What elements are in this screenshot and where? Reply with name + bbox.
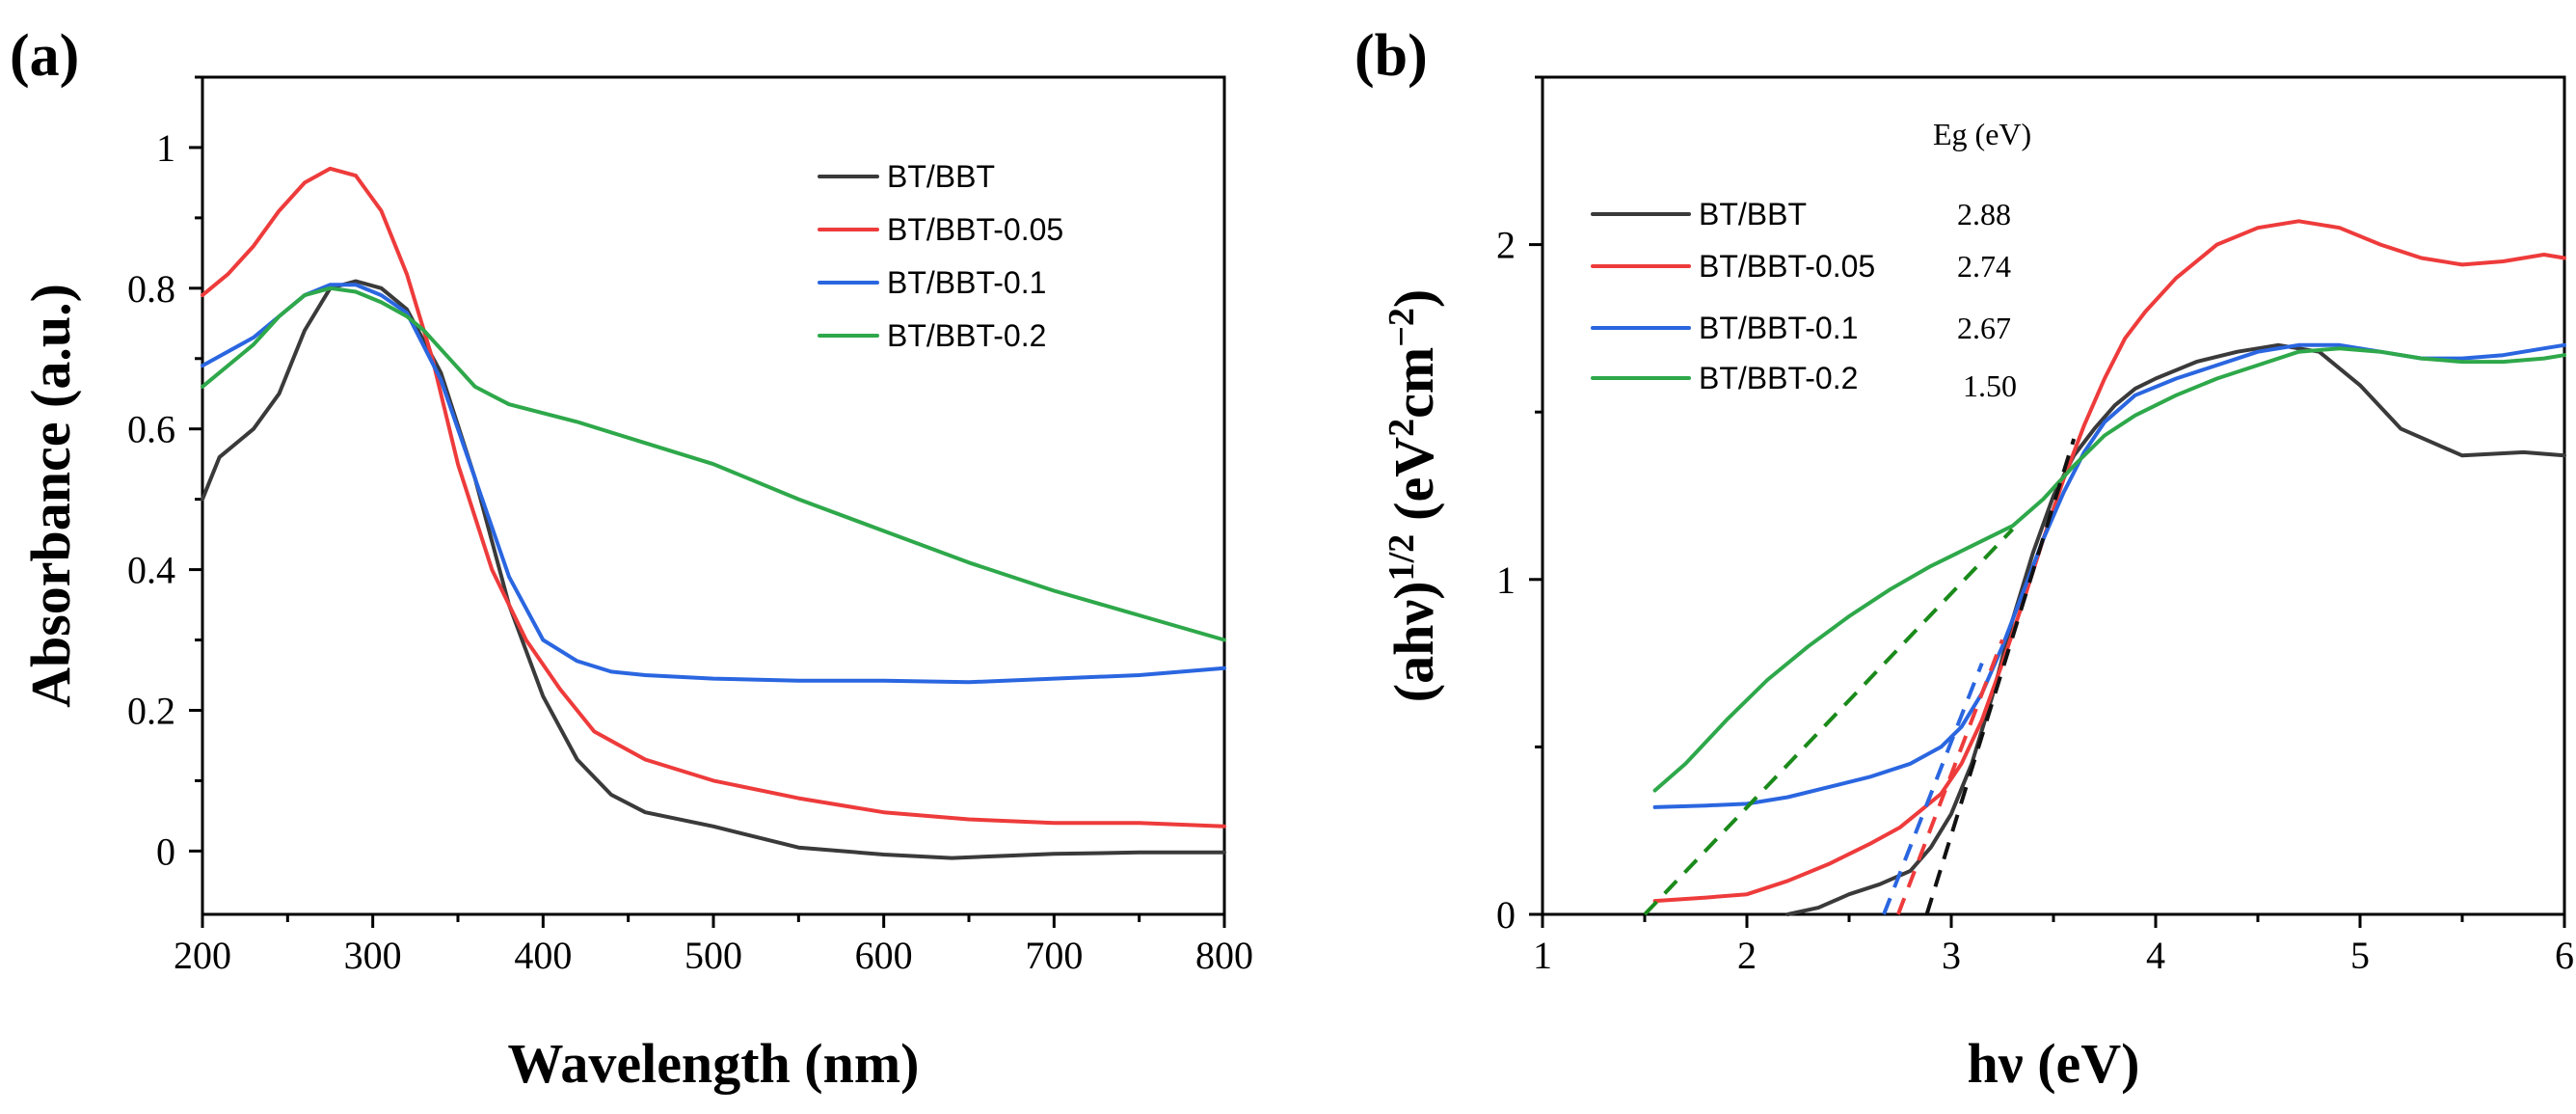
panel-b-x-tick-labels: 1 2 3 4 5 6 bbox=[1533, 934, 2574, 977]
x-tick-label-2: 2 bbox=[1737, 934, 1757, 977]
x-tick-label-200: 200 bbox=[174, 934, 231, 977]
eg-value-bt-bbt-0-1: 2.67 bbox=[1957, 311, 2011, 345]
legend-label-bt-bbt-0-1: BT/BBT-0.1 bbox=[887, 265, 1046, 300]
x-tick-label-600: 600 bbox=[855, 934, 913, 977]
y-tick-label-0: 0 bbox=[1496, 893, 1516, 937]
panel-a-plot-frame bbox=[201, 75, 1226, 916]
panel-a-x-tick-labels: 200 300 400 500 600 700 800 bbox=[174, 934, 1253, 977]
y-tick-label-0: 0 bbox=[156, 829, 175, 873]
tangent-line-bt-bbt-0-2-fit bbox=[1643, 528, 2015, 916]
legend-label-bt-bbt-0-2: BT/BBT-0.2 bbox=[1699, 361, 1858, 395]
y-title-exponent: 1/2 bbox=[1382, 534, 1422, 582]
x-tick-label-1: 1 bbox=[1533, 934, 1552, 977]
y-tick-label-1: 1 bbox=[156, 126, 175, 170]
series-line-bt-bbt-0-1 bbox=[1652, 342, 2566, 809]
tangent-line-bt-bbt-0-05-fit bbox=[1896, 639, 2004, 915]
y-title-unit-cm: cm bbox=[1382, 347, 1445, 419]
x-tick-label-300: 300 bbox=[344, 934, 402, 977]
legend-label-bt-bbt-0-2: BT/BBT-0.2 bbox=[887, 318, 1046, 353]
x-tick-label-500: 500 bbox=[684, 934, 742, 977]
tangent-line-bt-bbt-0-1-fit bbox=[1882, 662, 1984, 915]
eg-value-bt-bbt: 2.88 bbox=[1957, 197, 2011, 231]
y-tick-label-0-8: 0.8 bbox=[127, 267, 175, 311]
series-line-bt-bbt-0-05 bbox=[1652, 219, 2566, 904]
series-line-bt-bbt bbox=[201, 279, 1226, 860]
series-line-bt-bbt bbox=[1785, 342, 2566, 916]
y-tick-label-0-4: 0.4 bbox=[127, 549, 175, 592]
panel-a-x-axis-title: Wavelength (nm) bbox=[508, 1032, 920, 1095]
panel-a-y-axis-title: Absorbance (a.u.) bbox=[19, 284, 82, 708]
panel-b-x-axis-title: hν (eV) bbox=[1968, 1032, 2140, 1095]
legend-label-bt-bbt-0-1: BT/BBT-0.1 bbox=[1699, 311, 1858, 345]
eg-header: Eg (eV) bbox=[1933, 117, 2031, 151]
series-line-bt-bbt-0-1 bbox=[201, 283, 1226, 685]
panel-b-tangent-lines bbox=[1643, 438, 2077, 916]
legend-label-bt-bbt: BT/BBT bbox=[1699, 197, 1807, 231]
legend-label-bt-bbt-0-05: BT/BBT-0.05 bbox=[1699, 249, 1875, 284]
panel-b-y-tick-labels: 0 1 2 bbox=[1496, 224, 1516, 937]
tangent-line-bt-bbt-fit bbox=[1924, 438, 2077, 915]
y-tick-label-0-6: 0.6 bbox=[127, 408, 175, 451]
y-title-unit-open: (eV bbox=[1382, 437, 1445, 521]
panel-a-ticks bbox=[189, 75, 1226, 928]
panel-a-legend: BT/BBT BT/BBT-0.05 BT/BBT-0.1 BT/BBT-0.2 bbox=[818, 159, 1063, 353]
panel-b-label: (b) bbox=[1355, 23, 1428, 89]
panel-b-series bbox=[1652, 219, 2566, 916]
x-tick-label-6: 6 bbox=[2555, 934, 2574, 977]
x-tick-label-800: 800 bbox=[1195, 934, 1253, 977]
x-tick-label-3: 3 bbox=[1942, 934, 1961, 977]
y-title-unit-exp1: 2 bbox=[1382, 419, 1422, 437]
series-line-bt-bbt-0-2 bbox=[201, 285, 1226, 642]
y-tick-label-1: 1 bbox=[1496, 558, 1516, 602]
panel-b-y-axis-title: (ahν)1/2 (eV2cm−2) bbox=[1382, 289, 1445, 702]
panel-b-ticks bbox=[1529, 75, 2566, 928]
legend-label-bt-bbt: BT/BBT bbox=[887, 159, 995, 194]
eg-value-bt-bbt-0-05: 2.74 bbox=[1957, 249, 2011, 284]
series-line-bt-bbt-0-2 bbox=[1652, 346, 2566, 793]
x-tick-label-5: 5 bbox=[2350, 934, 2370, 977]
y-tick-label-0-2: 0.2 bbox=[127, 689, 175, 732]
eg-value-bt-bbt-0-2: 1.50 bbox=[1963, 368, 2017, 403]
y-title-unit-close: ) bbox=[1382, 289, 1445, 308]
x-tick-label-400: 400 bbox=[514, 934, 572, 977]
panel-b-legend: Eg (eV) BT/BBT 2.88 BT/BBT-0.05 2.74 BT/… bbox=[1591, 117, 2031, 403]
legend-label-bt-bbt-0-05: BT/BBT-0.05 bbox=[887, 212, 1063, 247]
y-tick-label-2: 2 bbox=[1496, 224, 1516, 267]
y-title-unit-exp2: −2 bbox=[1382, 308, 1422, 347]
panel-a-series bbox=[201, 166, 1226, 860]
y-title-main: (ahν) bbox=[1382, 581, 1445, 702]
x-tick-label-700: 700 bbox=[1025, 934, 1083, 977]
panel-a-y-tick-labels: 0 0.2 0.4 0.6 0.8 1 bbox=[127, 126, 175, 873]
panel-a: (a) 200 300 400 500 600 700 800 0 0.2 0.4 0.6 0.8 1… bbox=[10, 23, 1253, 1095]
x-tick-label-4: 4 bbox=[2146, 934, 2165, 977]
series-line-bt-bbt-0-05 bbox=[201, 166, 1226, 829]
panel-a-label: (a) bbox=[10, 23, 79, 89]
